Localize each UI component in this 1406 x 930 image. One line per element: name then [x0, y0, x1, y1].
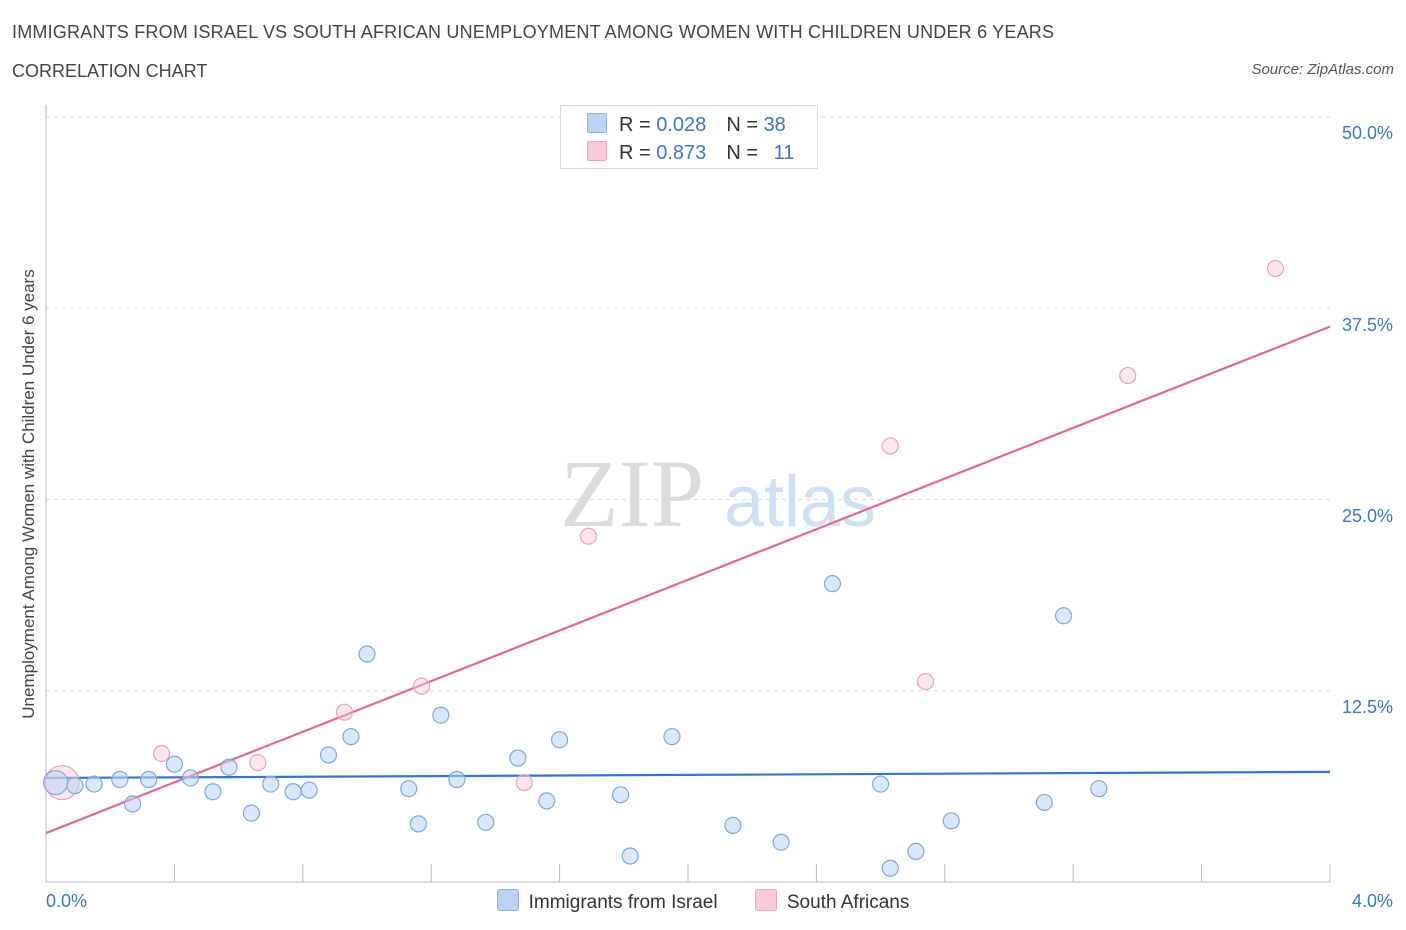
point-israel: [242, 804, 261, 822]
point-israel: [124, 795, 142, 813]
legend-r-value-israel: 0.028: [656, 114, 707, 136]
point-israel: [621, 847, 639, 865]
legend-swatch-israel: [587, 113, 607, 133]
x-tick-label-min: 0.0%: [46, 891, 88, 911]
point-israel: [111, 770, 129, 789]
legend-n-label: N =: [726, 142, 764, 164]
point-south-africa: [881, 437, 899, 455]
point-south-africa: [916, 672, 935, 691]
point-israel: [663, 728, 681, 746]
legend-n-label: N =: [726, 114, 764, 136]
point-south-africa: [515, 773, 533, 792]
point-south-africa: [1119, 366, 1137, 385]
point-israel: [448, 770, 466, 789]
series-swatch-israel: [496, 889, 519, 911]
point-israel: [43, 769, 69, 796]
point-israel: [284, 783, 302, 801]
y-tick-label-12-5: 12.5%: [1341, 697, 1393, 717]
point-israel: [204, 783, 222, 801]
point-israel: [611, 786, 630, 804]
point-israel: [772, 833, 790, 851]
point-israel: [1054, 607, 1073, 625]
trend-lines: [45, 325, 1331, 835]
series-label-south-africa: South Africans: [786, 892, 910, 913]
chart-subtitle: CORRELATION CHART: [12, 61, 208, 81]
point-israel: [1090, 780, 1108, 798]
point-israel: [262, 775, 280, 793]
y-tick-label-50: 50.0%: [1341, 123, 1393, 143]
point-israel: [140, 770, 158, 789]
trend-line-south-africa: [45, 325, 1331, 835]
stats-legend-row-south-africa: R = 0.873 N = 11: [587, 141, 794, 165]
stats-legend: R = 0.028 N = 38 R = 0.873 N = 11: [560, 105, 818, 169]
series-swatch-south-africa: [754, 889, 777, 911]
point-israel: [66, 777, 84, 795]
point-south-africa: [412, 677, 431, 695]
point-israel: [400, 780, 418, 798]
series-label-israel: Immigrants from Israel: [528, 892, 718, 913]
point-israel: [477, 813, 495, 831]
series-legend: Immigrants from Israel South Africans: [0, 889, 1406, 914]
point-israel: [409, 815, 427, 833]
point-israel: [342, 728, 360, 746]
legend-n-value-south-africa: 11: [773, 142, 795, 164]
point-israel: [300, 781, 318, 799]
legend-r-label: R =: [619, 142, 657, 164]
watermark: ZIP atlas: [560, 440, 876, 547]
point-south-africa: [152, 744, 171, 763]
point-israel: [538, 792, 556, 810]
point-israel: [165, 755, 183, 773]
point-israel: [823, 575, 842, 593]
source-label: Source: ZipAtlas.com: [1251, 61, 1394, 78]
trend-line-israel: [45, 770, 1331, 780]
stats-legend-row-israel: R = 0.028 N = 38: [587, 113, 786, 137]
legend-r-label: R =: [619, 114, 657, 136]
point-south-africa: [579, 527, 598, 545]
point-israel: [358, 645, 376, 663]
point-israel: [550, 731, 569, 749]
y-tick-label-25: 25.0%: [1341, 506, 1393, 526]
axes: [45, 105, 1331, 883]
point-south-africa: [1266, 259, 1285, 278]
point-israel: [1035, 793, 1053, 812]
legend-r-value-south-africa: 0.873: [656, 142, 707, 164]
chart-title: IMMIGRANTS FROM ISRAEL VS SOUTH AFRICAN …: [12, 22, 1055, 42]
series-legend-israel: Immigrants from Israel: [496, 889, 718, 914]
point-israel: [220, 758, 238, 776]
point-israel: [881, 859, 899, 877]
point-israel: [907, 842, 925, 861]
point-israel: [871, 775, 890, 793]
watermark-zip: ZIP: [560, 440, 704, 547]
x-tick-label-max: 4.0%: [1351, 891, 1393, 911]
legend-n-value-israel: 38: [763, 114, 786, 136]
series-legend-south-africa: South Africans: [754, 889, 910, 914]
point-israel: [85, 775, 103, 793]
point-south-africa: [249, 754, 267, 772]
y-tick-label-37-5: 37.5%: [1341, 315, 1393, 335]
point-israel: [509, 749, 527, 767]
point-israel: [724, 816, 742, 834]
point-israel: [942, 812, 960, 830]
point-israel: [181, 769, 200, 787]
legend-swatch-south-africa: [587, 141, 607, 161]
point-israel: [319, 746, 338, 764]
gridlines: [46, 116, 1330, 692]
data-points: [43, 259, 1285, 877]
point-south-africa: [335, 703, 354, 721]
watermark-atlas: atlas: [724, 462, 876, 542]
point-israel: [432, 706, 450, 724]
